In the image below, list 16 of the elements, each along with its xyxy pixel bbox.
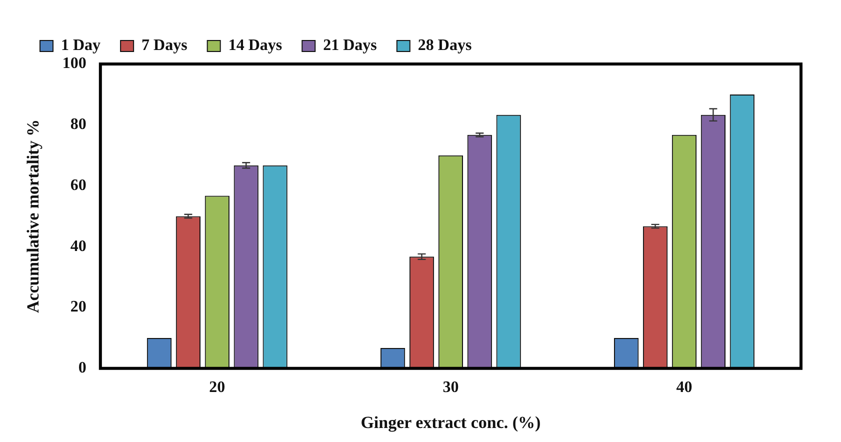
legend-label: 7 Days — [142, 37, 188, 54]
y-tick-label: 40 — [70, 238, 86, 255]
x-tick-label: 30 — [442, 379, 459, 396]
y-tick-label: 60 — [70, 176, 86, 194]
legend-label: 28 Days — [418, 37, 472, 54]
x-tick-label: 20 — [209, 379, 226, 396]
x-axis-title: Ginger extract conc. (%) — [360, 413, 541, 432]
y-tick-label: 0 — [78, 360, 86, 377]
y-axis-title: Accumulative mortality % — [24, 119, 43, 313]
x-tick-label: 40 — [676, 379, 692, 396]
y-tick-label: 80 — [70, 116, 86, 134]
y-tick-label: 100 — [62, 55, 86, 72]
legend-label: 21 Days — [323, 37, 377, 54]
legend-label: 14 Days — [228, 37, 282, 54]
y-tick-label: 20 — [70, 298, 86, 316]
legend-label: 1 Day — [61, 37, 101, 54]
